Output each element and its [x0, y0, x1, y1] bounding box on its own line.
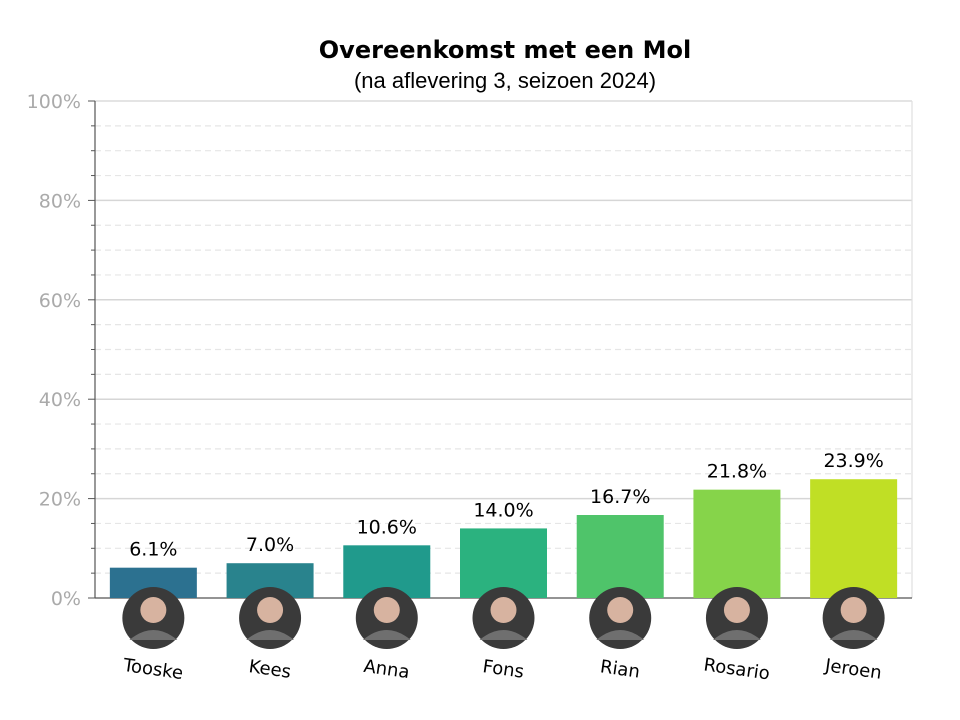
x-tick-label: Kees: [247, 656, 292, 683]
x-tick-label: Jeroen: [823, 655, 883, 684]
avatar-face: [140, 597, 167, 623]
bar: [460, 528, 547, 598]
bar-value-label: 21.8%: [707, 461, 767, 483]
x-tick-label: Rian: [599, 656, 641, 682]
x-tick-label: Fons: [481, 656, 525, 683]
avatar-face: [257, 597, 284, 623]
bar-value-label: 10.6%: [357, 516, 417, 538]
y-tick-label: 80%: [39, 190, 81, 212]
bar: [576, 515, 664, 598]
avatar-shoulders: [129, 630, 178, 640]
x-tick-label: Anna: [362, 656, 411, 683]
bar-value-label: 16.7%: [590, 486, 650, 508]
avatar-shoulders: [712, 630, 761, 640]
y-tick-label: 20%: [39, 489, 81, 511]
bar-value-label: 7.0%: [246, 534, 294, 556]
avatar-face: [490, 597, 517, 623]
avatar-face: [607, 597, 634, 623]
bars: [109, 479, 898, 598]
chart-title: Overeenkomst met een Mol: [319, 36, 691, 64]
bar: [810, 479, 898, 598]
x-tick-labels: Tooske Kees Anna Fons Rian Rosario Jeroen: [121, 654, 883, 684]
avatar-face: [723, 597, 750, 623]
bar-value-label: 6.1%: [129, 539, 177, 561]
y-tick-label: 60%: [39, 290, 81, 312]
avatars: [122, 587, 885, 649]
avatar-shoulders: [479, 630, 528, 640]
x-tick-label: Rosario: [702, 654, 771, 684]
avatar-shoulders: [829, 630, 878, 640]
x-tick-label: Tooske: [121, 655, 185, 684]
y-tick-label: 40%: [39, 389, 81, 411]
avatar-shoulders: [596, 630, 645, 640]
y-tick-label: 0%: [51, 588, 81, 610]
y-tick-label: 100%: [27, 91, 81, 113]
bar-value-label: 14.0%: [473, 499, 533, 521]
avatar-shoulders: [362, 630, 411, 640]
bar: [693, 489, 781, 598]
chart-subtitle: (na aflevering 3, seizoen 2024): [354, 68, 656, 93]
avatar-face: [373, 597, 400, 623]
value-labels: 6.1% 7.0% 10.6% 14.0% 16.7% 21.8% 23.9%: [129, 450, 884, 560]
bar-value-label: 23.9%: [823, 450, 883, 472]
avatar-shoulders: [246, 630, 295, 640]
avatar-face: [840, 597, 867, 623]
